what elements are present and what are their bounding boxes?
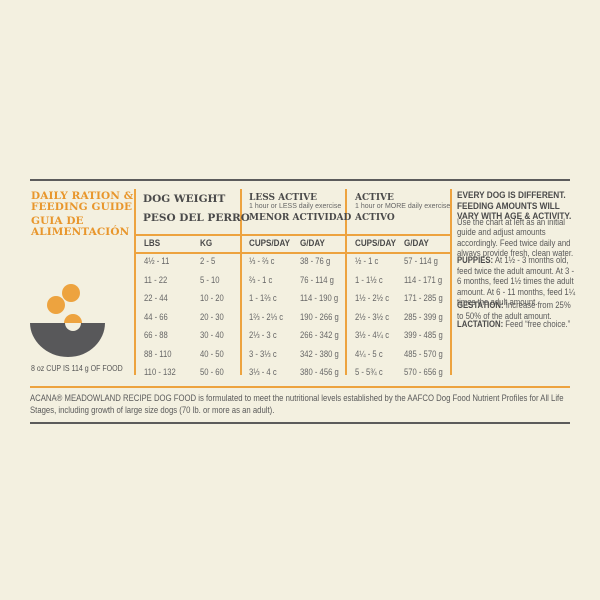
cell-lbs: 110 - 132 [144, 367, 176, 377]
notes-heading: EVERY DOG IS DIFFERENT. FEEDING AMOUNTS … [457, 190, 572, 223]
cell-lbs: 88 - 110 [144, 348, 172, 359]
cell-lbs: 44 - 66 [144, 311, 168, 322]
cell-la-g: 266 - 342 g [300, 330, 339, 340]
cell-la-g: 380 - 456 g [300, 367, 339, 377]
title-en-line1: DAILY RATION & [31, 190, 134, 202]
col-la-cups: CUPS/DAY [249, 238, 290, 249]
lactation-label: LACTATION: [457, 319, 504, 330]
cell-a-g: 114 - 171 g [404, 274, 443, 285]
col-divider-1 [134, 189, 136, 375]
col-kg: KG [200, 238, 213, 249]
cell-la-g: 342 - 380 g [300, 348, 339, 359]
less-active-sub: 1 hour or LESS daily exercise [249, 203, 342, 210]
cell-lbs: 22 - 44 [144, 293, 168, 303]
aafco-statement: ACANA® MEADOWLAND RECIPE DOG FOOD is for… [30, 393, 564, 415]
col-a-cups: CUPS/DAY [355, 238, 396, 249]
cell-a-cups: ½ - 1 c [355, 256, 379, 266]
peso-heading: PESO DEL PERRO [143, 212, 250, 224]
cell-la-cups: ⅔ - 1 c [249, 274, 273, 285]
notes-gestation: GESTATION: Increase from 25% to 50% of t… [457, 300, 577, 321]
cell-la-g: 76 - 114 g [300, 274, 334, 285]
bowl-with-kibble-icon [30, 284, 105, 357]
bottom-orange-rule [30, 386, 570, 388]
cell-la-cups: 1⅔ - 2⅓ c [249, 311, 284, 322]
cell-kg: 5 - 10 [200, 274, 220, 285]
col-divider-3 [345, 189, 347, 375]
gestation-text: Increase from 25% to 50% of the adult am… [457, 300, 571, 321]
cell-lbs: 66 - 88 [144, 330, 168, 340]
cell-a-g: 285 - 399 g [404, 311, 443, 322]
col-la-g: G/DAY [300, 238, 325, 249]
col-divider-2 [240, 189, 242, 375]
dog-weight-heading: DOG WEIGHT [143, 193, 226, 205]
cell-kg: 10 - 20 [200, 293, 224, 303]
col-lbs: LBS [144, 238, 161, 249]
notes-puppies: PUPPIES: At 1½ - 3 months old, feed twic… [457, 255, 577, 307]
puppies-text: At 1½ - 3 months old, feed twice the adu… [457, 255, 576, 308]
cell-la-cups: ⅓ - ⅔ c [249, 256, 275, 266]
col-divider-4 [450, 189, 452, 375]
header-rule-1 [134, 234, 452, 236]
cell-a-cups: 4¼ - 5 c [355, 348, 383, 359]
cell-a-g: 485 - 570 g [404, 348, 443, 359]
cell-kg: 40 - 50 [200, 348, 224, 359]
menor-actividad-heading: MENOR ACTIVIDAD [249, 213, 352, 223]
cell-kg: 50 - 60 [200, 367, 224, 377]
title-es-line2: ALIMENTACIÓN [31, 226, 130, 238]
cell-la-cups: 3 - 3⅓ c [249, 348, 277, 359]
cell-kg: 30 - 40 [200, 330, 224, 340]
cell-la-cups: 1 - 1⅔ c [249, 293, 277, 303]
notes-lactation: LACTATION: Feed “free choice.” [457, 319, 577, 329]
cell-a-cups: 1 - 1½ c [355, 274, 383, 285]
cell-a-cups: 1½ - 2½ c [355, 293, 390, 303]
cell-kg: 20 - 30 [200, 311, 224, 322]
col-a-g: G/DAY [404, 238, 429, 249]
title-es-line1: GUIA DE [31, 215, 84, 227]
cell-lbs: 4½ - 11 [144, 256, 170, 266]
title-en-line2: FEEDING GUIDE [31, 201, 133, 213]
active-sub: 1 hour or MORE daily exercise [355, 203, 451, 210]
less-active-heading: LESS ACTIVE [249, 193, 318, 203]
activo-heading: ACTIVO [355, 213, 395, 223]
guide-title: DAILY RATION & FEEDING GUIDE GUIA DE ALI… [31, 191, 133, 238]
cell-la-cups: 3⅓ - 4 c [249, 367, 277, 377]
top-rule [30, 179, 570, 181]
header-rule-2 [134, 252, 452, 254]
cell-a-g: 570 - 656 g [404, 367, 443, 377]
cell-kg: 2 - 5 [200, 256, 216, 266]
cell-a-g: 399 - 485 g [404, 330, 443, 340]
cell-lbs: 11 - 22 [144, 274, 168, 285]
feeding-notes: EVERY DOG IS DIFFERENT. FEEDING AMOUNTS … [457, 190, 597, 330]
active-heading: ACTIVE [355, 193, 394, 203]
cell-a-cups: 3½ - 4¼ c [355, 330, 390, 340]
cell-a-g: 57 - 114 g [404, 256, 438, 266]
cell-la-g: 114 - 190 g [300, 293, 339, 303]
cell-la-g: 38 - 76 g [300, 256, 331, 266]
cell-a-cups: 5 - 5¾ c [355, 367, 383, 377]
cell-la-g: 190 - 266 g [300, 311, 339, 322]
notes-intro: Use the chart at left as an initial guid… [457, 216, 574, 258]
bottom-rule [30, 422, 570, 424]
cup-note: 8 oz CUP IS 114 g OF FOOD [31, 364, 123, 373]
cell-la-cups: 2⅓ - 3 c [249, 330, 277, 340]
lactation-text: Feed “free choice.” [503, 319, 571, 330]
puppies-label: PUPPIES: [457, 255, 494, 266]
gestation-label: GESTATION: [457, 300, 504, 311]
cell-a-g: 171 - 285 g [404, 293, 443, 303]
cell-a-cups: 2½ - 3½ c [355, 311, 390, 322]
